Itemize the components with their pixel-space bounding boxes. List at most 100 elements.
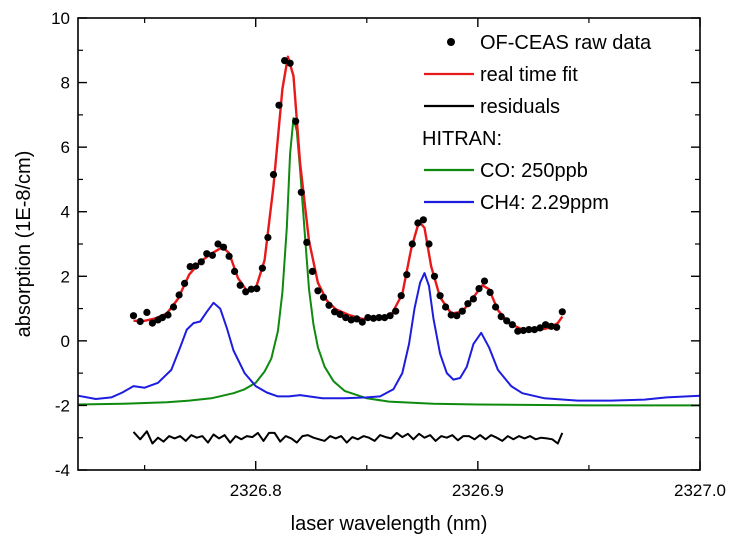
data-point-raw-1 xyxy=(136,317,144,326)
data-point-raw-9 xyxy=(181,279,189,287)
data-point-raw-47 xyxy=(392,307,400,315)
data-point-raw-52 xyxy=(419,216,427,224)
data-point-raw-61 xyxy=(469,295,477,303)
data-point-raw-27 xyxy=(281,57,289,65)
data-point-raw-17 xyxy=(225,252,233,260)
data-point-raw-73 xyxy=(536,324,544,332)
data-point-raw-58 xyxy=(453,312,461,320)
data-point-raw-46 xyxy=(386,312,394,320)
data-point-raw-62 xyxy=(475,285,483,293)
data-point-raw-59 xyxy=(458,307,466,315)
legend-label-1: real time fit xyxy=(480,64,578,86)
data-point-raw-63 xyxy=(480,277,489,285)
data-point-raw-71 xyxy=(525,326,533,334)
data-point-raw-53 xyxy=(425,240,433,248)
x-tick-label-0: 2326.8 xyxy=(230,481,282,500)
data-point-raw-66 xyxy=(497,313,505,321)
data-point-raw-74 xyxy=(542,321,550,329)
y-tick-label-2: 0 xyxy=(61,332,70,351)
y-tick-label-4: 4 xyxy=(61,203,70,222)
data-point-raw-56 xyxy=(442,303,450,311)
x-axis-title: laser wavelength (nm) xyxy=(291,513,488,535)
data-point-raw-42 xyxy=(364,314,372,322)
data-point-raw-2 xyxy=(143,308,151,316)
data-point-raw-32 xyxy=(308,267,316,275)
data-point-raw-35 xyxy=(325,301,333,309)
data-point-raw-77 xyxy=(558,308,566,316)
series-layer xyxy=(77,55,701,445)
data-point-raw-18 xyxy=(231,267,239,275)
y-tick-label-6: 8 xyxy=(61,74,70,93)
data-point-raw-26 xyxy=(275,101,283,109)
data-point-raw-41 xyxy=(358,318,366,326)
legend-label-0: OF-CEAS raw data xyxy=(480,32,652,54)
data-point-raw-8 xyxy=(175,291,183,299)
y-axis-title: absorption (1E-8/cm) xyxy=(13,151,35,338)
data-point-raw-6 xyxy=(164,311,172,319)
data-point-raw-20 xyxy=(242,288,250,296)
data-point-raw-15 xyxy=(214,240,222,248)
data-point-raw-28 xyxy=(286,59,294,67)
data-point-raw-36 xyxy=(331,308,339,316)
data-point-raw-60 xyxy=(464,300,472,308)
data-point-raw-14 xyxy=(208,251,216,259)
data-point-raw-49 xyxy=(403,271,411,279)
data-point-raw-23 xyxy=(258,264,266,272)
series-line-ch4 xyxy=(77,272,701,402)
data-point-raw-70 xyxy=(519,326,528,335)
data-point-raw-68 xyxy=(508,321,516,329)
data-point-raw-37 xyxy=(336,310,344,318)
data-point-raw-24 xyxy=(264,233,272,242)
data-point-raw-72 xyxy=(530,326,539,334)
data-point-raw-7 xyxy=(169,303,178,311)
y-tick-label-5: 6 xyxy=(61,138,70,157)
data-point-raw-25 xyxy=(269,171,278,179)
data-point-raw-33 xyxy=(314,287,322,295)
legend-label-3: HITRAN: xyxy=(422,128,502,150)
y-tick-label-0: -4 xyxy=(55,461,70,480)
data-point-raw-31 xyxy=(303,238,311,246)
data-point-raw-22 xyxy=(253,285,261,293)
data-point-raw-51 xyxy=(414,219,422,227)
data-point-raw-44 xyxy=(375,314,383,322)
data-point-raw-43 xyxy=(369,314,378,322)
data-point-raw-39 xyxy=(347,316,355,324)
legend: OF-CEAS raw data real time fit residuals HI… xyxy=(422,32,652,214)
data-point-raw-16 xyxy=(219,243,228,251)
data-point-raw-54 xyxy=(430,272,439,280)
data-point-raw-30 xyxy=(297,188,305,196)
data-point-raw-3 xyxy=(148,319,156,327)
data-point-raw-57 xyxy=(447,311,455,319)
series-line-residuals xyxy=(132,430,564,445)
y-tick-label-7: 10 xyxy=(51,9,70,28)
data-point-raw-38 xyxy=(342,314,350,322)
data-point-raw-21 xyxy=(247,285,255,293)
x-tick-label-1: 2326.9 xyxy=(452,481,504,500)
data-point-raw-34 xyxy=(319,293,328,301)
data-point-raw-12 xyxy=(197,258,205,266)
x-tick-label-2: 2327.0 xyxy=(674,481,726,500)
legend-label-4: CO: 250ppb xyxy=(480,160,588,182)
legend-label-2: residuals xyxy=(480,96,560,118)
data-point-raw-13 xyxy=(203,250,211,258)
series-line-co xyxy=(77,117,700,407)
data-point-raw-48 xyxy=(397,292,405,300)
data-point-raw-10 xyxy=(186,263,194,271)
y-tick-label-3: 2 xyxy=(61,267,70,286)
data-point-raw-69 xyxy=(514,327,522,335)
data-point-raw-19 xyxy=(236,281,244,289)
legend-marker-0 xyxy=(447,38,455,46)
data-point-raw-55 xyxy=(436,292,444,300)
data-point-raw-64 xyxy=(486,288,494,296)
data-point-raw-0 xyxy=(129,312,138,320)
data-point-raw-45 xyxy=(381,314,389,322)
data-point-raw-5 xyxy=(158,314,166,322)
y-tick-label-1: -2 xyxy=(55,396,70,415)
legend-label-5: CH4: 2.29ppm xyxy=(480,192,609,214)
tick-layer: 2326.8 2326.9 2327.0 -4 -2 0 2 4 6 8 10 xyxy=(51,9,726,500)
data-point-raw-11 xyxy=(192,262,200,270)
data-point-raw-65 xyxy=(492,303,500,311)
data-point-raw-67 xyxy=(503,317,511,325)
